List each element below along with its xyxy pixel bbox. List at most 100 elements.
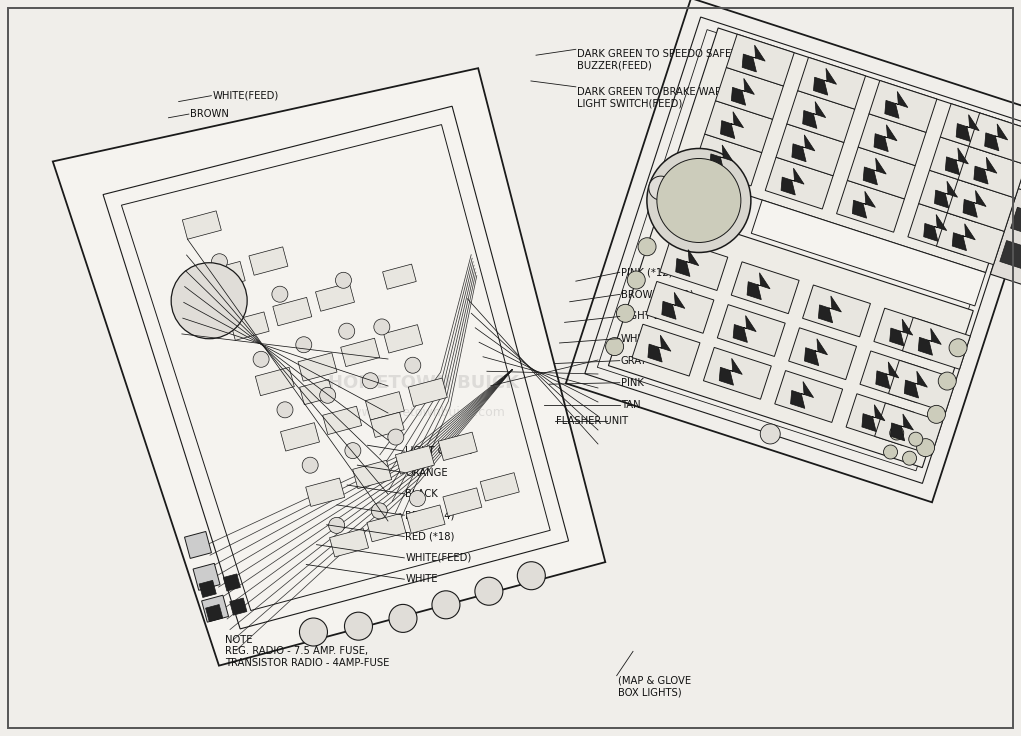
Polygon shape [206,261,245,290]
Polygon shape [632,325,700,376]
Circle shape [889,426,904,440]
Circle shape [761,424,780,444]
Polygon shape [726,34,794,86]
Polygon shape [792,135,815,162]
Text: FLASHER UNIT: FLASHER UNIT [556,416,629,426]
Circle shape [296,337,311,353]
Polygon shape [876,362,898,389]
Polygon shape [814,68,836,95]
Polygon shape [963,191,986,217]
Polygon shape [1000,241,1021,269]
Circle shape [883,445,897,459]
Circle shape [909,432,923,446]
Polygon shape [672,28,1021,272]
Polygon shape [974,158,996,184]
Text: DARK GREEN TO SPEEDO SAFETY
BUZZER(FEED): DARK GREEN TO SPEEDO SAFETY BUZZER(FEED) [577,49,743,71]
Polygon shape [765,158,833,209]
Polygon shape [367,514,406,542]
Circle shape [404,357,421,373]
Polygon shape [703,347,771,399]
Polygon shape [846,394,914,445]
Polygon shape [875,403,942,455]
Text: BROWN(FEED): BROWN(FEED) [621,289,693,300]
Polygon shape [797,57,866,109]
Text: GRAY: GRAY [621,355,647,366]
Polygon shape [224,574,240,591]
Polygon shape [990,188,1021,288]
Polygon shape [395,446,434,474]
Polygon shape [230,312,270,340]
Polygon shape [947,180,1015,231]
Polygon shape [853,191,875,218]
Polygon shape [694,134,762,186]
Circle shape [211,254,228,270]
Text: www.hometownbuick.com: www.hometownbuick.com [342,406,505,419]
Polygon shape [885,91,908,118]
Circle shape [272,286,288,302]
Polygon shape [984,124,1008,151]
Polygon shape [648,335,671,362]
Circle shape [647,149,750,252]
Polygon shape [646,281,714,333]
Circle shape [475,577,503,605]
Polygon shape [819,296,841,323]
Polygon shape [199,581,216,598]
Polygon shape [315,283,354,311]
Text: LIGHT BLUE: LIGHT BLUE [621,311,679,322]
Polygon shape [205,604,223,622]
Circle shape [336,272,351,289]
Circle shape [302,457,319,473]
Circle shape [388,429,404,445]
Circle shape [299,618,328,646]
Polygon shape [719,358,742,385]
Polygon shape [787,91,855,143]
Polygon shape [299,380,333,405]
Polygon shape [384,325,423,353]
Polygon shape [566,0,1021,502]
Polygon shape [53,68,605,665]
Polygon shape [940,104,1008,155]
Circle shape [389,604,417,632]
Polygon shape [888,360,957,412]
Polygon shape [371,412,404,437]
Polygon shape [718,305,785,356]
Polygon shape [929,137,998,189]
Polygon shape [731,79,755,105]
Polygon shape [958,146,1021,198]
Circle shape [344,612,373,640]
Polygon shape [874,124,897,152]
Polygon shape [298,353,337,381]
Polygon shape [747,273,770,300]
Polygon shape [847,147,915,199]
Circle shape [648,176,673,200]
Text: WHITE: WHITE [621,333,653,344]
Polygon shape [836,180,905,233]
Polygon shape [183,210,222,239]
Polygon shape [751,200,985,306]
Polygon shape [330,528,369,557]
Polygon shape [889,319,913,346]
Circle shape [172,263,247,339]
Polygon shape [859,114,926,166]
Polygon shape [908,204,976,255]
Text: PINK: PINK [621,378,643,388]
Polygon shape [352,460,392,489]
Text: PINK (*12): PINK (*12) [621,267,672,277]
Polygon shape [863,158,886,185]
Polygon shape [905,371,927,398]
Circle shape [938,372,957,390]
Circle shape [917,439,934,456]
Polygon shape [383,264,417,289]
Circle shape [339,323,354,339]
Text: RED (*14): RED (*14) [405,510,454,520]
Text: (MAP & GLOVE
BOX LIGHTS): (MAP & GLOVE BOX LIGHTS) [618,676,691,697]
Polygon shape [776,124,844,176]
Polygon shape [185,531,211,559]
Polygon shape [716,68,783,119]
Polygon shape [775,371,842,422]
Circle shape [518,562,545,590]
Circle shape [277,402,293,418]
Text: RED (*18): RED (*18) [405,531,454,542]
Polygon shape [903,317,970,369]
Polygon shape [193,563,220,590]
